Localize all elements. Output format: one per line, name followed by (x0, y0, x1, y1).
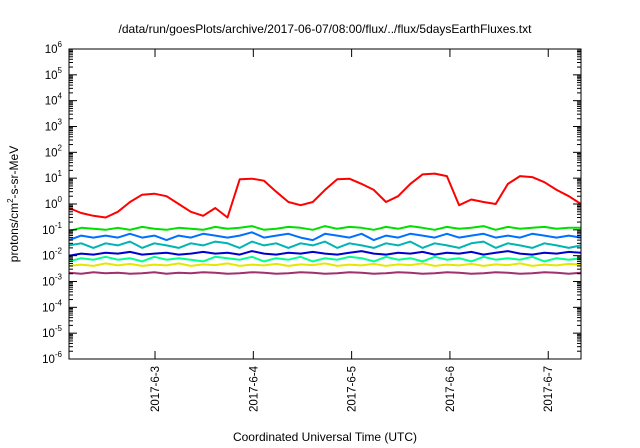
y-tick-label: 10-4 (42, 298, 62, 314)
y-tick-base: 10 (45, 122, 58, 134)
x-tick-label: 2017-6-3 (150, 366, 162, 412)
y-tick-exp: 6 (58, 40, 63, 49)
y-tick-base: 10 (42, 277, 55, 289)
y-tick-base: 10 (42, 328, 55, 340)
y-tick-exp: 4 (58, 92, 63, 101)
x-axis: 2017-6-3 2017-6-4 2017-6-5 2017-6-6 2017-6-7 (150, 49, 555, 412)
series-line-2 (68, 231, 582, 242)
series-line-1 (68, 225, 581, 232)
x-tick-label: 2017-6-7 (543, 366, 555, 412)
y-tick-base: 10 (45, 96, 58, 108)
y-tick-base: 10 (42, 354, 55, 366)
y-tick-exp: -6 (55, 350, 63, 359)
y-tick-label: 10-2 (42, 247, 62, 263)
x-tick-label: 2017-6-5 (347, 366, 359, 412)
series-line-4 (68, 250, 582, 257)
series-line-0 (68, 172, 582, 219)
y-tick-exp: 5 (58, 66, 63, 75)
y-axis: 10610510410310210110010-110-210-310-410-… (42, 40, 581, 366)
y-tick-base: 10 (45, 44, 58, 56)
y-tick-exp: -3 (55, 273, 63, 282)
y-tick-label: 105 (45, 66, 63, 82)
y-tick-exp: -4 (55, 298, 63, 307)
y-tick-exp: 3 (58, 118, 63, 127)
series-line-3 (68, 240, 582, 249)
y-tick-label: 10-1 (42, 221, 62, 237)
y-tick-label: 106 (45, 40, 63, 56)
y-tick-base: 10 (45, 70, 58, 82)
y-tick-label: 104 (45, 92, 63, 108)
series-line-6 (68, 262, 582, 267)
y-tick-base: 10 (45, 173, 58, 185)
y-tick-exp: 0 (58, 195, 63, 204)
y-tick-base: 10 (42, 225, 55, 237)
y-tick-exp: -1 (55, 221, 63, 230)
y-tick-exp: 1 (58, 169, 63, 178)
plot-frame (68, 48, 582, 360)
y-tick-label: 10-3 (42, 273, 62, 289)
y-tick-label: 10-6 (42, 350, 62, 366)
y-tick-exp: 2 (58, 143, 63, 152)
y-tick-base: 10 (42, 302, 55, 314)
series-layer (68, 172, 582, 275)
y-tick-base: 10 (45, 199, 58, 211)
y-axis-label-sup: 2 (6, 198, 15, 203)
y-tick-base: 10 (42, 251, 55, 263)
x-axis-label: Coordinated Universal Time (UTC) (233, 430, 417, 444)
y-tick-exp: -5 (55, 324, 63, 333)
y-tick-label: 100 (45, 195, 63, 211)
series-line-7 (68, 271, 582, 275)
y-tick-exp: -2 (55, 247, 63, 256)
y-axis-label-suffix: -s-sr-MeV (7, 146, 21, 199)
y-tick-label: 10-5 (42, 324, 62, 340)
y-tick-label: 103 (45, 118, 63, 134)
y-tick-label: 102 (45, 143, 63, 159)
x-tick-label: 2017-6-4 (248, 365, 260, 412)
y-axis-label-prefix: protons/cm (7, 203, 21, 262)
y-tick-base: 10 (45, 147, 58, 159)
x-tick-label: 2017-6-6 (445, 366, 457, 412)
chart-title: /data/run/goesPlots/archive/2017-06-07/0… (119, 22, 533, 36)
y-axis-label: protons/cm2-s-sr-MeV (6, 146, 21, 262)
series-line-5 (68, 255, 582, 263)
y-tick-label: 101 (45, 169, 63, 185)
